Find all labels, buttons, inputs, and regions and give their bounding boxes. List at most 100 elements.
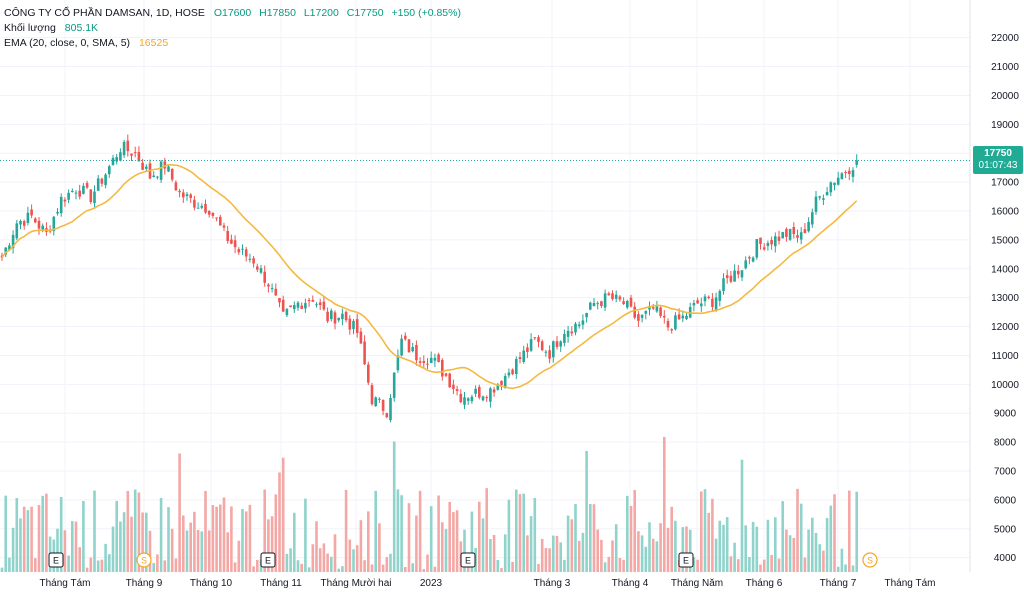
candle-body <box>840 173 844 180</box>
volume-bar <box>219 504 222 572</box>
candle-body <box>71 190 74 192</box>
time-axis[interactable]: Tháng Tám Tháng 9 Tháng 10 Tháng 11 Tháng Mư… <box>40 578 936 589</box>
volume-bar <box>666 527 670 572</box>
candle-body <box>41 225 44 231</box>
candle-body <box>799 232 803 240</box>
volume-bar <box>674 520 677 572</box>
volume-bar <box>659 523 662 572</box>
x-tick-label: Tháng 9 <box>126 578 163 589</box>
candle-body <box>489 388 492 402</box>
candle-body <box>663 315 666 318</box>
volume-bar <box>711 498 714 572</box>
candle-body <box>577 324 581 327</box>
volume-bar <box>688 529 692 572</box>
volume-bar <box>137 492 141 572</box>
candle-body <box>677 314 681 320</box>
y-tick-label: 22000 <box>991 33 1019 44</box>
candle-body <box>370 385 374 405</box>
volume-bar <box>56 528 59 572</box>
candle-body <box>444 373 448 376</box>
y-tick-label: 9000 <box>994 409 1017 420</box>
volume-bar <box>500 568 503 572</box>
volume-bar <box>145 512 148 572</box>
volume-bar <box>207 530 211 572</box>
volume-bar <box>718 520 722 572</box>
candle-body <box>559 341 562 347</box>
candle-body <box>285 309 289 316</box>
volume-bar <box>522 493 525 572</box>
volume-bar <box>696 559 699 572</box>
y-tick-label: 11000 <box>991 351 1019 362</box>
volume-bar <box>156 554 159 572</box>
candle-body <box>829 182 833 193</box>
volume-bar <box>618 557 622 572</box>
volume-bar <box>448 502 451 572</box>
volume-bar <box>359 520 363 572</box>
candle-body <box>552 341 555 358</box>
volume-bar <box>126 490 130 572</box>
candle-body <box>141 162 144 170</box>
volume-bar <box>748 556 751 572</box>
candle-body <box>537 337 540 342</box>
candle-body <box>611 293 614 300</box>
volume-bar <box>496 559 500 572</box>
volume-bar <box>74 521 78 572</box>
volume-bar <box>770 554 773 572</box>
candle-body <box>696 300 699 304</box>
volume-bar <box>370 564 374 572</box>
candle-body <box>344 311 348 321</box>
volume-bar <box>729 556 733 572</box>
volume-bar <box>200 531 204 572</box>
volume-bar <box>348 539 352 572</box>
candle-body <box>725 275 729 279</box>
candle-body <box>622 301 625 305</box>
volume-bar <box>585 450 588 572</box>
candle-body <box>659 307 662 316</box>
candle-body <box>592 303 596 307</box>
volume-bar <box>766 519 770 572</box>
volume-bar <box>163 560 167 572</box>
candle-body <box>755 239 759 258</box>
volume-bar <box>63 530 67 572</box>
candle-body <box>833 182 836 186</box>
candle-body <box>807 221 810 232</box>
volume-bar <box>178 453 181 572</box>
candle-body <box>570 331 574 334</box>
volume-bar <box>337 568 340 572</box>
candle-body <box>507 372 511 376</box>
grid-lines <box>0 0 971 572</box>
candle-body <box>596 303 599 305</box>
x-tick-label: Tháng 6 <box>746 578 783 589</box>
volume-bar <box>655 541 659 572</box>
volume-bar <box>185 530 189 572</box>
candle-body <box>341 313 344 320</box>
volume-bar <box>474 548 477 572</box>
candle-body <box>392 372 396 398</box>
volume-bar <box>174 558 178 572</box>
candle-body <box>585 312 588 318</box>
candle-body <box>115 157 118 162</box>
volume-bar <box>774 517 777 572</box>
candle-body <box>252 258 255 264</box>
volume-bar <box>355 545 359 572</box>
volume-bar <box>426 554 429 572</box>
volume-bar <box>737 559 740 572</box>
candle-body <box>78 190 81 197</box>
candle-body <box>851 170 855 177</box>
candle-body <box>96 178 100 191</box>
volume-bar <box>825 518 829 572</box>
volume-bar <box>633 490 636 572</box>
candle-body <box>463 397 466 405</box>
volume-bar <box>0 567 4 572</box>
volume-bar <box>781 501 784 572</box>
candle-body <box>844 172 847 174</box>
volume-bar <box>670 506 673 572</box>
price-axis[interactable]: 4000 5000 6000 7000 8000 9000 10000 11000 12000 1… <box>991 33 1019 564</box>
candle-body <box>89 189 93 203</box>
volume-bar <box>22 506 26 572</box>
candle-body <box>651 307 655 309</box>
candle-body <box>11 234 15 249</box>
candle-body <box>163 161 167 169</box>
